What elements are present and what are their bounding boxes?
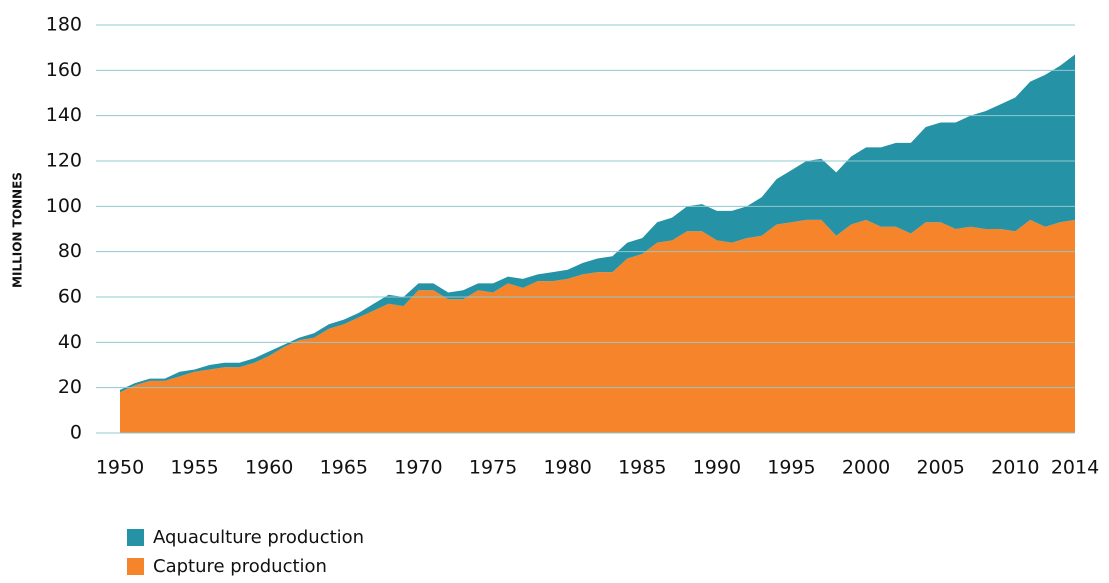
y-tick-label: 140 bbox=[46, 104, 82, 126]
y-tick-label: 100 bbox=[46, 195, 82, 217]
x-tick-label: 2005 bbox=[917, 457, 965, 479]
x-tick-label: 1975 bbox=[469, 457, 517, 479]
y-tick-label: 180 bbox=[46, 14, 82, 36]
legend-swatch bbox=[127, 558, 144, 575]
y-tick-label: 160 bbox=[46, 59, 82, 81]
x-tick-label: 1980 bbox=[543, 457, 591, 479]
y-tick-label: 0 bbox=[70, 422, 82, 444]
x-tick-label: 1985 bbox=[618, 457, 666, 479]
area bbox=[120, 219, 1075, 433]
x-tick-label: 1970 bbox=[394, 457, 442, 479]
y-tick-label: 120 bbox=[46, 150, 82, 172]
y-tick-label: 80 bbox=[58, 240, 82, 262]
legend-label: Aquaculture production bbox=[153, 527, 364, 548]
y-tick-label: 60 bbox=[58, 286, 82, 308]
x-tick-label: 1950 bbox=[96, 457, 144, 479]
x-tick-label: 1995 bbox=[767, 457, 815, 479]
x-tick-label: 2000 bbox=[842, 457, 890, 479]
y-tick-label: 40 bbox=[58, 331, 82, 353]
x-tick-label: 1965 bbox=[320, 457, 368, 479]
x-tick-label: 1990 bbox=[693, 457, 741, 479]
x-tick-label: 2014 bbox=[1051, 457, 1099, 479]
x-tick-label: 1955 bbox=[170, 457, 218, 479]
legend-label: Capture production bbox=[153, 556, 327, 577]
y-tick-label: 20 bbox=[58, 376, 82, 398]
area bbox=[120, 54, 1075, 393]
y-axis-label: MILLION TONNES bbox=[11, 172, 25, 288]
x-tick-label: 2010 bbox=[991, 457, 1039, 479]
legend-swatch bbox=[127, 529, 144, 546]
x-tick-label: 1960 bbox=[245, 457, 293, 479]
